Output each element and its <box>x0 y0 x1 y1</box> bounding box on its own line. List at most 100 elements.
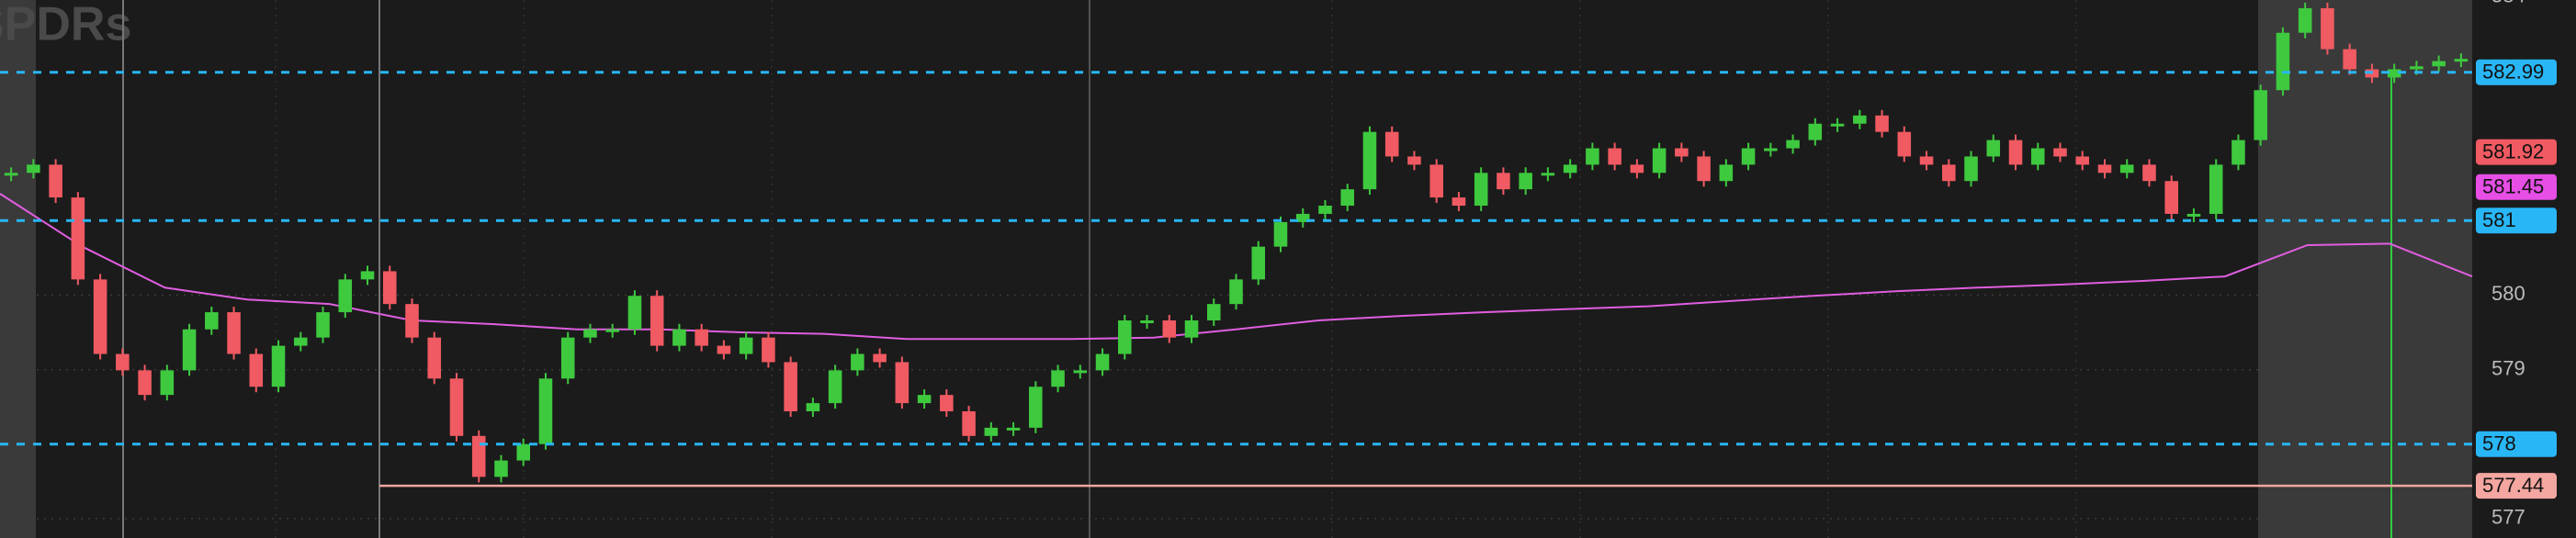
candle <box>2186 213 2201 217</box>
candle <box>27 164 40 174</box>
candle <box>49 164 62 198</box>
candle <box>249 353 264 387</box>
candle <box>1741 148 1756 165</box>
candle <box>873 353 887 363</box>
candle <box>1362 131 1377 190</box>
y-axis: 577 579 580 584 582.99 581.92 581.45 581 578 577.… <box>2476 0 2557 529</box>
candle <box>316 312 330 338</box>
candle <box>806 403 820 412</box>
candle <box>1407 156 1421 165</box>
candle <box>71 197 85 280</box>
price-label: 581 <box>2482 208 2516 231</box>
candle <box>1942 164 1956 182</box>
premarket-shade <box>0 0 36 538</box>
candle <box>1675 148 1689 157</box>
candle <box>2454 59 2469 62</box>
price-label: 582.99 <box>2482 61 2544 84</box>
candle <box>1830 123 1845 127</box>
candle <box>494 460 508 477</box>
candle <box>895 362 910 404</box>
candle <box>583 329 597 338</box>
candle <box>2343 49 2356 70</box>
candle <box>851 353 864 371</box>
candle <box>1474 173 1488 207</box>
candle <box>1184 320 1199 338</box>
price-label: 581.92 <box>2482 140 2544 163</box>
candle <box>784 362 797 412</box>
candle <box>695 329 708 346</box>
candle <box>227 312 241 354</box>
candle <box>449 378 464 436</box>
candle <box>2254 90 2267 140</box>
candle <box>1986 140 2001 157</box>
candle <box>1853 115 1867 124</box>
plot <box>0 2 2473 488</box>
price-label: 578 <box>2482 432 2516 455</box>
candle <box>1273 221 1288 247</box>
candle <box>717 345 731 354</box>
candle <box>182 329 197 371</box>
candle <box>1029 387 1043 428</box>
candle <box>828 370 842 404</box>
candle <box>560 337 575 379</box>
candle <box>739 337 753 354</box>
candle <box>2119 164 2134 174</box>
candle <box>1318 206 1332 214</box>
candle <box>1652 148 1666 174</box>
y-tick-label: 584 <box>2491 0 2525 7</box>
candle <box>762 337 775 363</box>
price-label-box <box>2476 473 2557 499</box>
candle <box>2387 69 2401 78</box>
candle <box>650 296 664 346</box>
candle <box>1006 427 1021 431</box>
candle <box>1095 353 1110 371</box>
candle <box>917 395 932 404</box>
candle <box>605 329 619 332</box>
candle <box>1897 131 1912 157</box>
candle <box>1251 246 1266 280</box>
candle <box>1630 164 1644 174</box>
candle <box>1808 123 1823 140</box>
candle <box>1384 131 1399 157</box>
y-tick-label: 579 <box>2491 356 2525 379</box>
candle <box>1452 197 1466 207</box>
candle <box>1919 156 1934 165</box>
candle <box>1162 320 1177 338</box>
candle <box>271 345 286 387</box>
candle <box>2142 164 2156 182</box>
candle <box>360 271 375 280</box>
candle <box>2008 140 2023 165</box>
candle <box>160 370 175 396</box>
price-label-box <box>2476 431 2557 457</box>
candle <box>984 427 999 436</box>
candle <box>2164 181 2178 214</box>
candle <box>1964 156 1978 182</box>
candle <box>1719 164 1734 182</box>
candle <box>1206 304 1221 321</box>
y-tick-label: 577 <box>2491 506 2525 529</box>
price-label-box <box>2476 207 2557 234</box>
candle <box>2231 140 2245 165</box>
candle <box>2321 7 2334 50</box>
candle <box>116 353 130 371</box>
candle <box>1563 164 1577 174</box>
afterhours-shade <box>2258 0 2472 538</box>
candle <box>2298 7 2312 33</box>
candle <box>940 395 954 412</box>
candle <box>405 304 419 338</box>
candle <box>471 435 486 477</box>
candle <box>1051 370 1065 387</box>
candle <box>1295 213 1310 222</box>
candle <box>538 378 553 444</box>
candle <box>2030 148 2045 165</box>
candle <box>2053 148 2067 157</box>
candle <box>2410 66 2423 70</box>
candle <box>962 411 976 436</box>
candle <box>294 337 308 346</box>
candle <box>2209 164 2223 214</box>
candle <box>1429 164 1443 198</box>
price-label-box <box>2476 139 2557 165</box>
candle <box>2097 164 2112 174</box>
candle <box>1786 140 1800 149</box>
